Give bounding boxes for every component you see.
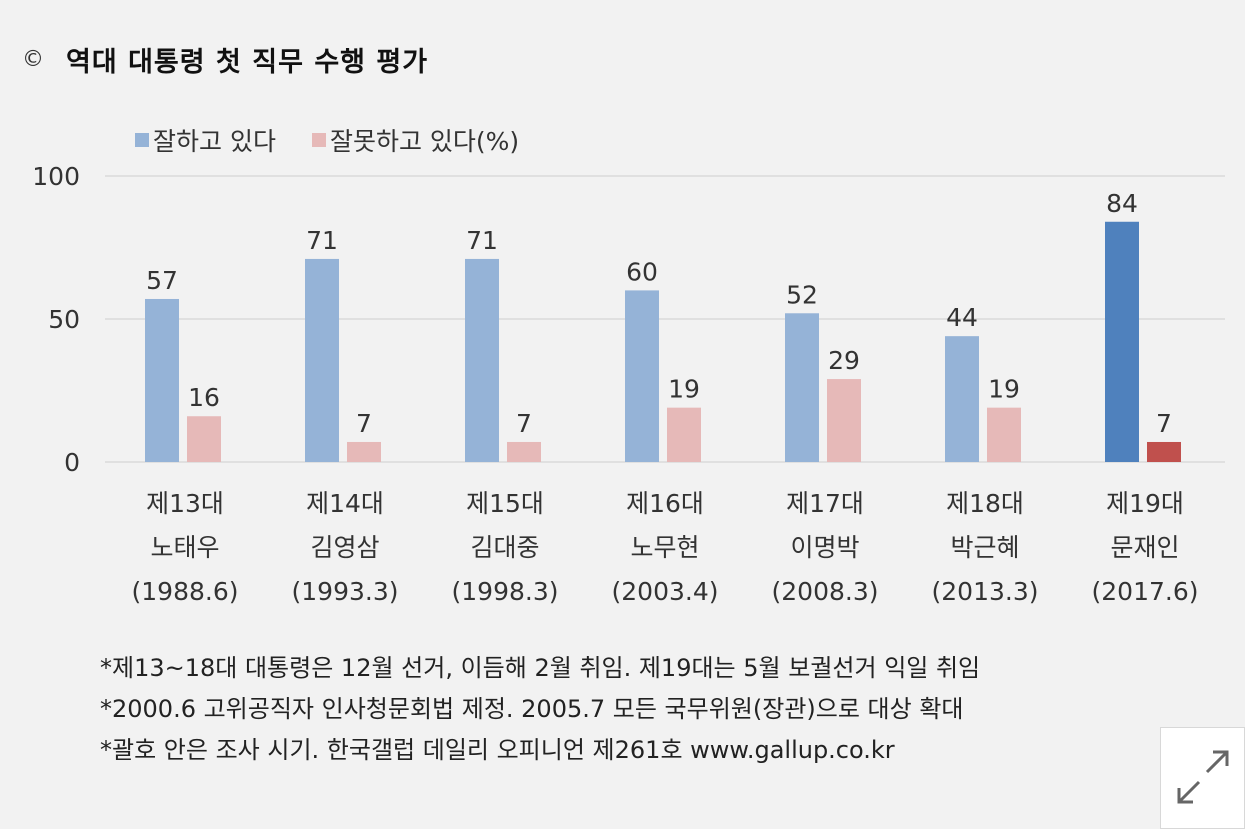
data-label-approve: 52: [786, 280, 818, 309]
x-tick-label: 제19대: [1106, 489, 1184, 518]
x-tick-label: 노무현: [630, 533, 699, 562]
data-label-disapprove: 19: [668, 375, 700, 404]
data-label-disapprove: 7: [516, 409, 532, 438]
x-tick-label: 노태우: [150, 533, 219, 562]
chart-title: 역대 대통령 첫 직무 수행 평가: [66, 47, 429, 78]
chart-header: © 역대 대통령 첫 직무 수행 평가: [22, 40, 428, 79]
x-tick-label: 제16대: [626, 489, 704, 518]
expand-button[interactable]: [1160, 727, 1245, 829]
bar-approve: [625, 290, 659, 462]
bar-approve: [945, 336, 979, 462]
data-label-approve: 60: [626, 257, 658, 286]
x-tick-label: 제17대: [786, 489, 864, 518]
footnote-1: *제13~18대 대통령은 12월 선거, 이듬해 2월 취임. 제19대는 5…: [100, 654, 981, 682]
bar-disapprove: [667, 407, 701, 462]
legend-label-approve: 잘하고 있다: [153, 127, 276, 156]
footnote-2: *2000.6 고위공직자 인사청문회법 제정. 2005.7 모든 국무위원(…: [100, 695, 964, 723]
x-tick-label: 제18대: [946, 489, 1024, 518]
data-label-approve: 71: [306, 226, 338, 255]
bar-disapprove: [187, 416, 221, 462]
data-label-approve: 44: [946, 303, 978, 332]
legend-swatch-disapprove: [311, 133, 326, 147]
footnotes: *제13~18대 대통령은 12월 선거, 이듬해 2월 취임. 제19대는 5…: [100, 648, 980, 771]
y-tick-label: 100: [32, 162, 80, 191]
data-label-approve: 71: [466, 226, 498, 255]
data-label-disapprove: 7: [356, 409, 372, 438]
bar-approve: [465, 258, 499, 462]
x-tick-label: (1993.3): [292, 577, 399, 606]
chart-legend: 잘하고 있다 잘못하고 있다(%): [135, 122, 555, 158]
data-label-disapprove: 7: [1156, 409, 1172, 438]
data-label-approve: 57: [146, 266, 178, 295]
title-marker: ©: [22, 47, 44, 72]
bar-approve: [305, 258, 339, 462]
x-tick-label: (2008.3): [772, 577, 879, 606]
x-tick-label: 제13대: [146, 489, 224, 518]
legend-label-disapprove: 잘못하고 있다(%): [329, 127, 520, 156]
x-tick-label: 문재인: [1110, 533, 1179, 562]
bar-disapprove: [507, 441, 541, 462]
x-tick-label: 김영삼: [310, 533, 379, 562]
bar-disapprove: [987, 407, 1021, 462]
x-tick-label: (2003.4): [612, 577, 719, 606]
bar-disapprove: [347, 441, 381, 462]
bar-approve: [785, 313, 819, 462]
y-tick-label: 50: [48, 305, 80, 334]
expand-arrows-icon: [1177, 750, 1229, 804]
x-tick-label: (2013.3): [932, 577, 1039, 606]
x-tick-label: 제15대: [466, 489, 544, 518]
data-label-disapprove: 29: [828, 346, 860, 375]
bar-disapprove: [827, 379, 861, 462]
bar-disapprove: [1147, 441, 1181, 462]
x-tick-label: (1998.3): [452, 577, 559, 606]
y-tick-label: 0: [64, 448, 80, 477]
x-tick-label: 이명박: [790, 533, 859, 562]
bar-approve: [1105, 221, 1139, 462]
data-label-disapprove: 16: [188, 383, 220, 412]
legend-swatch-approve: [135, 133, 149, 147]
x-tick-label: 제14대: [306, 489, 384, 518]
x-tick-label: (1988.6): [132, 577, 239, 606]
data-label-approve: 84: [1106, 189, 1138, 218]
x-tick-label: (2017.6): [1092, 577, 1199, 606]
bar-approve: [145, 298, 179, 462]
footnote-3: *괄호 안은 조사 시기. 한국갤럽 데일리 오피니언 제261호 www.ga…: [100, 736, 895, 764]
data-label-disapprove: 19: [988, 375, 1020, 404]
legend-item-approve: 잘하고 있다: [135, 122, 276, 158]
legend-item-disapprove: 잘못하고 있다(%): [311, 122, 520, 158]
x-tick-label: 김대중: [470, 533, 539, 562]
x-tick-label: 박근혜: [950, 533, 1019, 562]
